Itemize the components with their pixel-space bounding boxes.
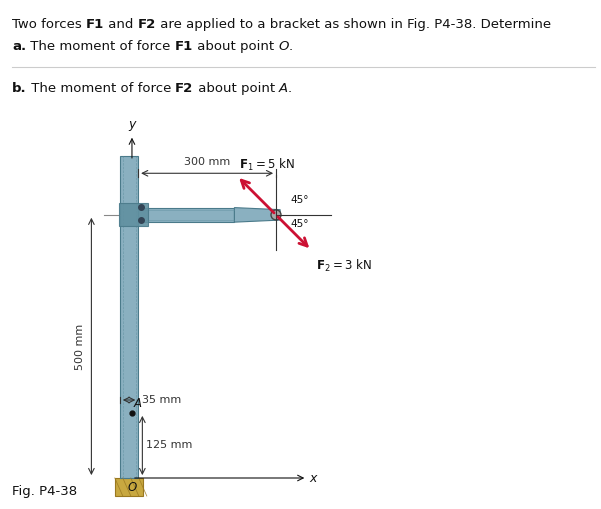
Polygon shape (138, 208, 234, 222)
Polygon shape (120, 156, 138, 478)
Circle shape (271, 210, 281, 220)
Text: a.: a. (12, 40, 26, 53)
Text: A: A (279, 82, 288, 95)
Text: about point: about point (194, 82, 279, 95)
Text: about point: about point (193, 40, 278, 53)
Text: 35 mm: 35 mm (142, 395, 182, 405)
Text: F2: F2 (175, 82, 194, 95)
Text: The moment of force: The moment of force (26, 40, 175, 53)
Polygon shape (234, 208, 280, 222)
Text: O: O (278, 40, 288, 53)
Text: x: x (310, 471, 317, 485)
Text: O: O (127, 481, 136, 494)
Text: Two forces: Two forces (12, 18, 86, 31)
Text: F2: F2 (138, 18, 156, 31)
Text: y: y (128, 118, 136, 131)
Text: and: and (104, 18, 138, 31)
Text: .: . (288, 82, 292, 95)
Text: F1: F1 (86, 18, 104, 31)
Text: A: A (134, 397, 142, 410)
Text: $\mathbf{F}_1 = 5$ kN: $\mathbf{F}_1 = 5$ kN (239, 157, 295, 173)
Text: F1: F1 (175, 40, 193, 53)
Polygon shape (119, 204, 148, 227)
Text: 500 mm: 500 mm (75, 323, 85, 370)
Text: .: . (288, 40, 293, 53)
Text: b.: b. (12, 82, 26, 95)
Text: Fig. P4-38: Fig. P4-38 (12, 485, 77, 498)
Text: 300 mm: 300 mm (184, 157, 230, 167)
Text: 125 mm: 125 mm (147, 440, 193, 450)
Text: 45°: 45° (290, 195, 308, 205)
Bar (115, 478, 144, 496)
Text: The moment of force: The moment of force (26, 82, 175, 95)
Text: are applied to a bracket as shown in Fig. P4-38. Determine: are applied to a bracket as shown in Fig… (156, 18, 551, 31)
Text: 45°: 45° (290, 219, 308, 229)
Text: $\mathbf{F}_2 = 3$ kN: $\mathbf{F}_2 = 3$ kN (316, 258, 372, 274)
